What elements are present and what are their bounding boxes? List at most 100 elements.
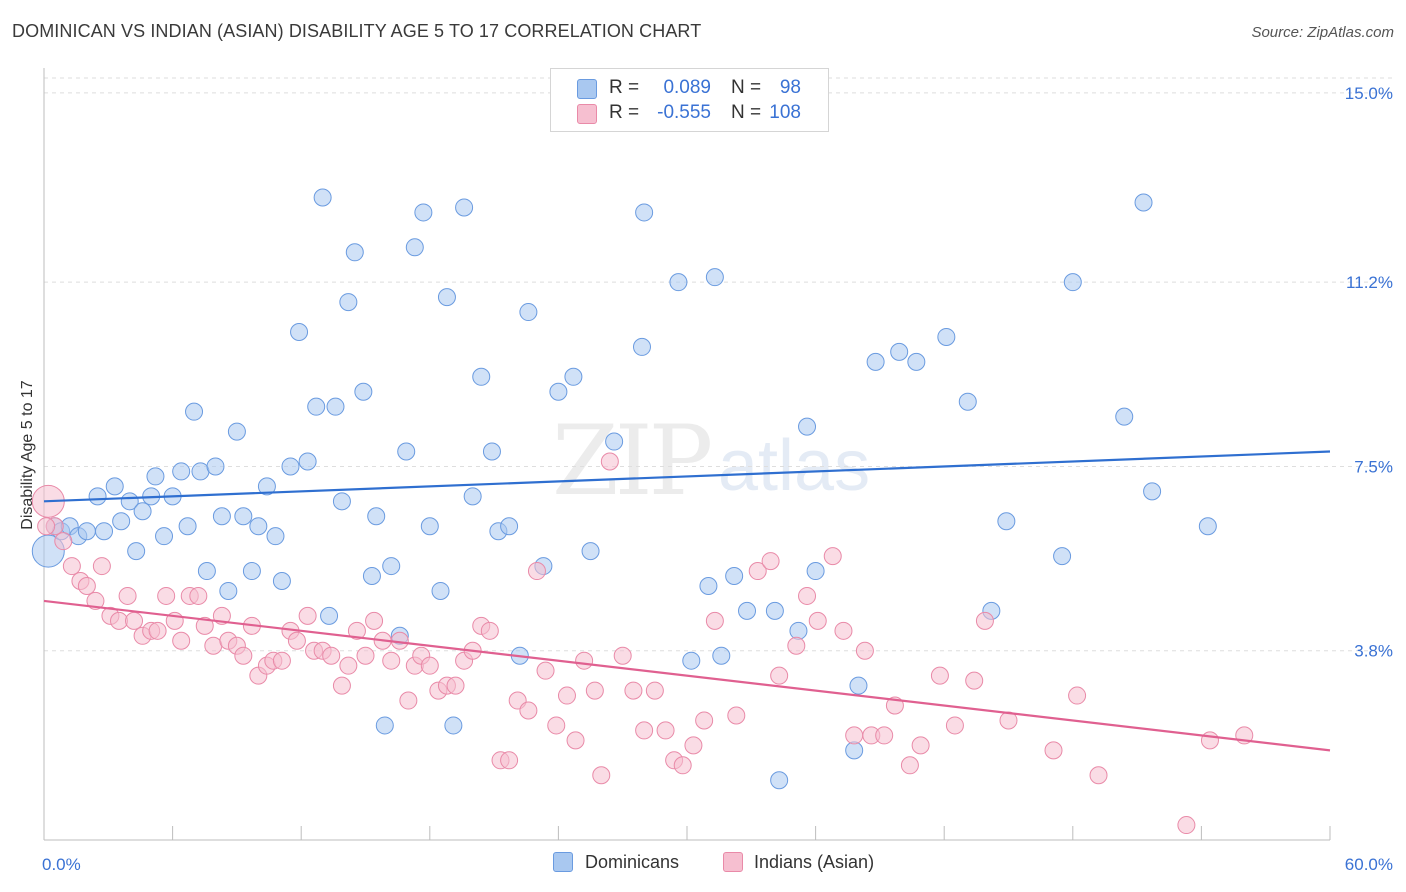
data-point: [105, 477, 124, 496]
data-point: [808, 611, 827, 630]
data-point: [958, 392, 977, 411]
data-point: [557, 686, 576, 705]
data-point: [146, 467, 165, 486]
x-tick-label-min: 0.0%: [42, 855, 81, 874]
data-point: [242, 562, 261, 581]
data-point: [345, 243, 364, 262]
data-point: [645, 681, 664, 700]
data-point: [592, 766, 611, 785]
legend-r-value: 0.089: [663, 77, 711, 98]
data-point: [212, 507, 231, 526]
data-point: [1134, 193, 1153, 212]
data-point: [339, 293, 358, 312]
data-point: [339, 656, 358, 675]
data-point: [354, 382, 373, 401]
legend-n-value: 108: [769, 102, 801, 123]
data-point: [367, 507, 386, 526]
data-point: [118, 586, 137, 605]
legend-label-dominicans: Dominicans: [585, 852, 680, 872]
data-point: [997, 512, 1016, 531]
data-point: [684, 736, 703, 755]
data-point: [875, 726, 894, 745]
data-point: [527, 562, 546, 581]
data-point: [566, 731, 585, 750]
trend-lines: [43, 450, 1331, 752]
data-point: [37, 517, 56, 536]
data-point: [1068, 686, 1087, 705]
data-point: [1143, 482, 1162, 501]
data-point: [397, 442, 416, 461]
data-point: [365, 611, 384, 630]
data-point: [738, 601, 757, 620]
data-point: [635, 203, 654, 222]
axes: [43, 68, 1331, 841]
data-point: [127, 542, 146, 561]
data-point: [798, 417, 817, 436]
y-tick-label: 15.0%: [1345, 84, 1393, 103]
data-point: [900, 756, 919, 775]
chart-title: DOMINICAN VS INDIAN (ASIAN) DISABILITY A…: [12, 21, 702, 41]
data-point: [375, 716, 394, 735]
legend-row-indians: R = -0.555 N = 108: [551, 102, 828, 126]
data-point: [446, 676, 465, 695]
legend-swatch-dominicans: [577, 79, 597, 99]
legend-swatch-indians: [723, 852, 743, 872]
data-point: [656, 721, 675, 740]
data-point: [298, 606, 317, 625]
data-point: [405, 238, 424, 257]
data-point: [206, 457, 225, 476]
data-point: [632, 337, 651, 356]
y-tick-label: 7.5%: [1354, 457, 1393, 476]
source-label: Source: ZipAtlas.com: [1251, 24, 1394, 41]
data-point: [907, 352, 926, 371]
data-point: [519, 701, 538, 720]
legend-r-value: -0.555: [657, 102, 711, 123]
y-tick-label: 11.2%: [1346, 273, 1393, 292]
data-point: [148, 621, 167, 640]
data-point: [234, 507, 253, 526]
data-point: [189, 586, 208, 605]
data-point: [313, 188, 332, 207]
data-point: [382, 651, 401, 670]
legend-label-indians: Indians (Asian): [754, 852, 875, 872]
data-point: [88, 487, 107, 506]
data-point: [77, 576, 96, 595]
data-point: [536, 661, 555, 680]
data-point: [855, 641, 874, 660]
correlation-legend: R = 0.089 N = 98 R = -0.555 N = 108: [550, 68, 829, 132]
data-point: [234, 646, 253, 665]
data-point: [172, 462, 191, 481]
data-point: [975, 611, 994, 630]
data-point: [191, 462, 210, 481]
data-point: [197, 562, 216, 581]
data-point: [789, 621, 808, 640]
data-point: [845, 726, 864, 745]
data-point: [219, 581, 238, 600]
data-point: [133, 502, 152, 521]
data-point: [77, 522, 96, 541]
data-point: [705, 268, 724, 287]
data-point: [1063, 273, 1082, 292]
data-point: [1044, 741, 1063, 760]
y-tick-label: 3.8%: [1354, 642, 1393, 661]
data-point: [92, 557, 111, 576]
data-point: [1200, 731, 1219, 750]
data-point: [444, 716, 463, 735]
data-point: [761, 552, 780, 571]
data-point: [682, 651, 701, 670]
data-point: [157, 586, 176, 605]
y-axis-label: Disability Age 5 to 17: [19, 380, 36, 530]
data-point: [770, 771, 789, 790]
data-point: [712, 646, 731, 665]
data-point: [635, 721, 654, 740]
trend-line-indians: [43, 599, 1331, 752]
data-point: [564, 367, 583, 386]
data-point: [272, 651, 291, 670]
data-point: [695, 711, 714, 730]
legend-swatch-dominicans: [553, 852, 573, 872]
data-point: [204, 636, 223, 655]
legend-n-value: 98: [779, 77, 801, 98]
data-point: [320, 606, 339, 625]
series-dominicans: [31, 188, 1217, 790]
data-point: [823, 547, 842, 566]
